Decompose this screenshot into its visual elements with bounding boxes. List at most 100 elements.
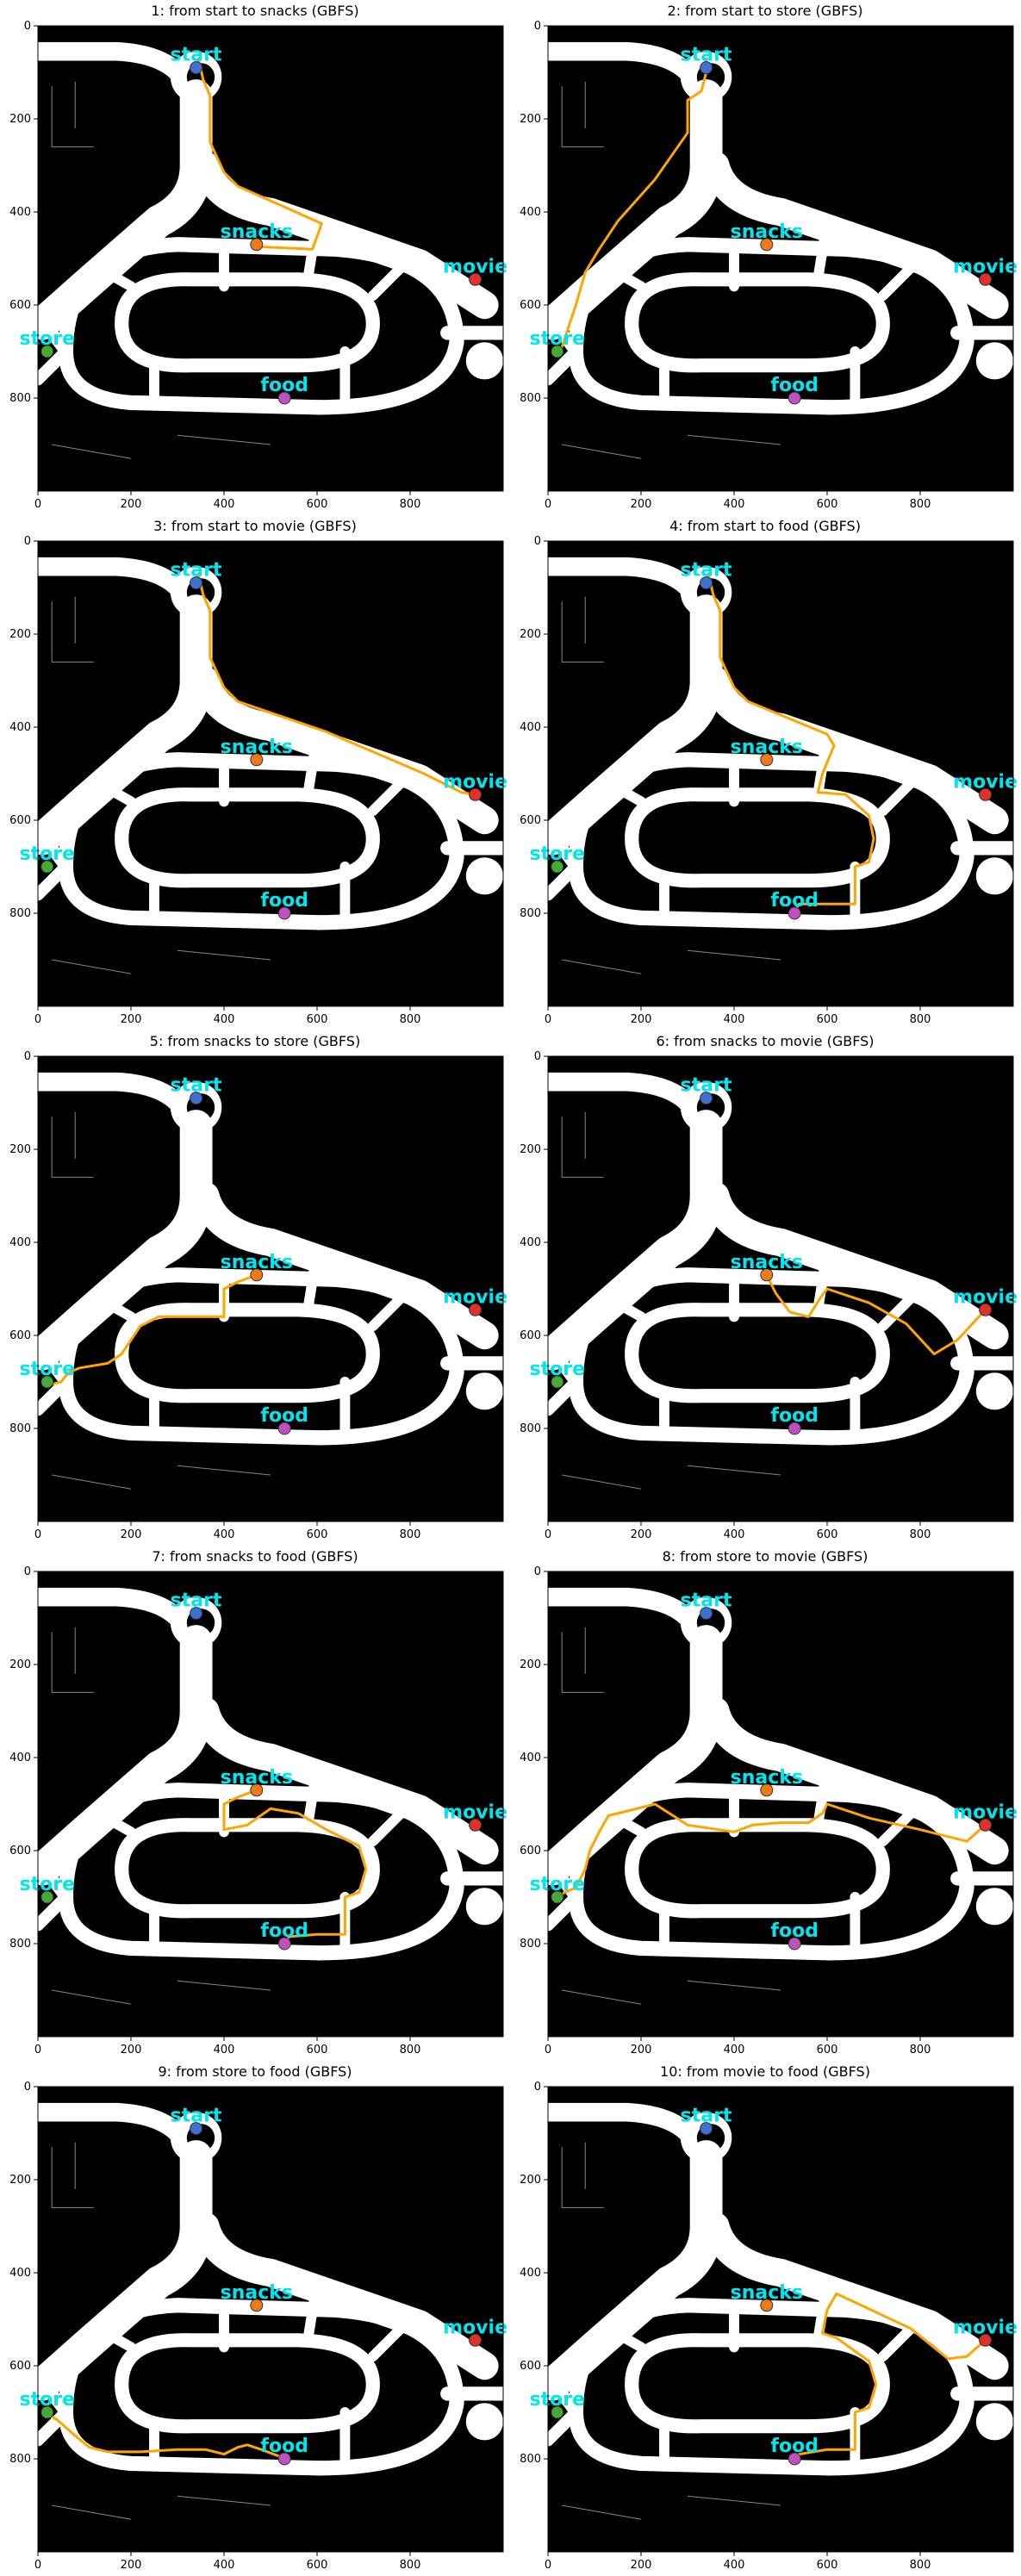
x-tick-label: 800 <box>400 2559 421 2572</box>
plot-panel-8: 8: from store to movie (GBFS) start snack… <box>510 1546 1021 2061</box>
x-tick-label: 0 <box>34 498 41 511</box>
y-tick-label: 0 <box>534 20 541 33</box>
poi-marker-store <box>551 345 564 358</box>
east-plaza <box>465 857 503 895</box>
poi-marker-movie <box>469 787 482 801</box>
east-plaza <box>975 1372 1013 1410</box>
y-tick-label: 800 <box>9 2453 31 2466</box>
y-tick-label: 400 <box>520 2267 541 2280</box>
y-tick-label: 0 <box>534 1565 541 1578</box>
poi-label-snacks: snacks <box>731 221 803 243</box>
x-tick-label: 800 <box>910 498 931 511</box>
poi-label-snacks: snacks <box>731 737 803 758</box>
poi-marker-movie <box>979 787 993 801</box>
poi-label-start: start <box>171 1590 222 1612</box>
axes-frame <box>547 25 1014 492</box>
x-tick-label: 200 <box>121 1528 142 1541</box>
floorplan <box>26 1056 511 1521</box>
poi-marker-start <box>190 1607 203 1621</box>
axes-frame <box>547 1055 1014 1522</box>
poi-marker-store <box>40 345 54 358</box>
corridor-link-2 <box>93 777 136 807</box>
poi-label-movie: movie <box>953 1286 1018 1308</box>
corridor-link-5 <box>367 1808 407 1847</box>
plot-panel-10: 10: from movie to food (GBFS) start snack… <box>510 2061 1021 2576</box>
axes-frame <box>547 2086 1014 2553</box>
y-tick-label: 800 <box>520 1422 541 1435</box>
wall-nw-1 <box>561 1117 604 1178</box>
route-path <box>794 2292 987 2461</box>
corridor-inner-ring <box>625 2333 890 2434</box>
corridor-inner-ring <box>625 272 890 373</box>
wall-sw-1 <box>562 959 642 974</box>
x-tick-label: 400 <box>214 1528 235 1541</box>
x-tick-label: 600 <box>817 2044 838 2056</box>
poi-marker-movie <box>469 1303 482 1316</box>
poi-label-food: food <box>770 2436 819 2457</box>
y-tick-label: 400 <box>9 721 31 734</box>
corridor-link-5 <box>367 262 407 302</box>
floorplan <box>26 2087 511 2552</box>
panel-title: 5: from snacks to store (GBFS) <box>149 1033 361 1049</box>
y-tick-label: 200 <box>520 628 541 641</box>
y-tick-label: 200 <box>9 1143 31 1156</box>
y-tick-label: 0 <box>24 2081 31 2094</box>
corridor-west-end <box>31 2368 72 2447</box>
wall-sw-1 <box>562 1474 642 1490</box>
poi-marker-food <box>277 906 291 920</box>
poi-label-movie: movie <box>953 2317 1018 2338</box>
x-tick-label: 800 <box>910 2559 931 2572</box>
poi-marker-movie <box>469 272 482 286</box>
east-plaza <box>465 1888 503 1926</box>
y-tick-label: 600 <box>520 1329 541 1342</box>
panel-title: 7: from snacks to food (GBFS) <box>152 1548 358 1565</box>
x-tick-label: 800 <box>910 2044 931 2056</box>
route-path <box>222 1789 368 1944</box>
y-tick-label: 200 <box>9 628 31 641</box>
y-tick-label: 0 <box>24 535 31 548</box>
floorplan <box>536 1056 1021 1521</box>
poi-label-store: store <box>20 328 76 350</box>
poi-marker-food <box>788 1422 801 1435</box>
poi-label-snacks: snacks <box>221 1252 293 1273</box>
route-path <box>47 2413 281 2458</box>
poi-label-store: store <box>530 1874 586 1895</box>
route-path <box>765 1274 987 1356</box>
y-tick-label: 200 <box>520 113 541 126</box>
wall-nw-1 <box>51 601 94 663</box>
corridor-link-5 <box>877 262 917 302</box>
wall-sw-1 <box>52 1474 132 1490</box>
plot-area: start snacks movie store food 0 200 400 600 800 0 2… <box>9 1050 511 1541</box>
poi-label-movie: movie <box>443 256 507 277</box>
corridor-trunk-east <box>701 666 1009 835</box>
y-tick-label: 400 <box>9 1236 31 1249</box>
poi-label-store: store <box>530 843 586 865</box>
y-tick-label: 200 <box>520 2174 541 2187</box>
plot-area: start snacks movie store food 0 200 400 600 800 0 2… <box>520 20 1021 511</box>
poi-marker-snacks <box>760 2299 774 2312</box>
corridor-link-2 <box>603 262 646 292</box>
poi-marker-start <box>700 2122 713 2136</box>
axes-frame <box>37 540 504 1007</box>
corridor-west-end <box>31 823 72 901</box>
poi-marker-snacks <box>250 2299 264 2312</box>
panel-title: 1: from start to snacks (GBFS) <box>151 3 359 19</box>
poi-marker-snacks <box>760 1783 774 1797</box>
map-plot: start snacks movie store food 0 200 400 600 800 0 2… <box>9 1565 511 2056</box>
plot-area: start snacks movie store food 0 200 400 600 800 0 2… <box>520 2081 1021 2572</box>
map-plot: start snacks movie store food 0 200 400 600 800 0 2… <box>520 20 1021 511</box>
wall-s-1 <box>687 1980 781 1991</box>
axes-frame <box>37 2086 504 2553</box>
poi-marker-food <box>788 906 801 920</box>
plot-area: start snacks movie store food 0 200 400 600 800 0 2… <box>9 535 511 1026</box>
x-tick-label: 800 <box>400 1013 421 1026</box>
x-tick-label: 0 <box>545 2044 551 2056</box>
x-tick-label: 600 <box>817 1528 838 1541</box>
corridor-link-1 <box>302 2276 322 2346</box>
plot-panel-2: 2: from start to store (GBFS) start snack… <box>510 0 1021 515</box>
x-tick-label: 400 <box>724 1528 745 1541</box>
x-tick-label: 0 <box>545 1013 551 1026</box>
corridor-link-5 <box>877 1292 917 1332</box>
corridor-inner-ring <box>115 272 380 373</box>
poi-layer: start snacks movie store food <box>20 1590 507 1951</box>
